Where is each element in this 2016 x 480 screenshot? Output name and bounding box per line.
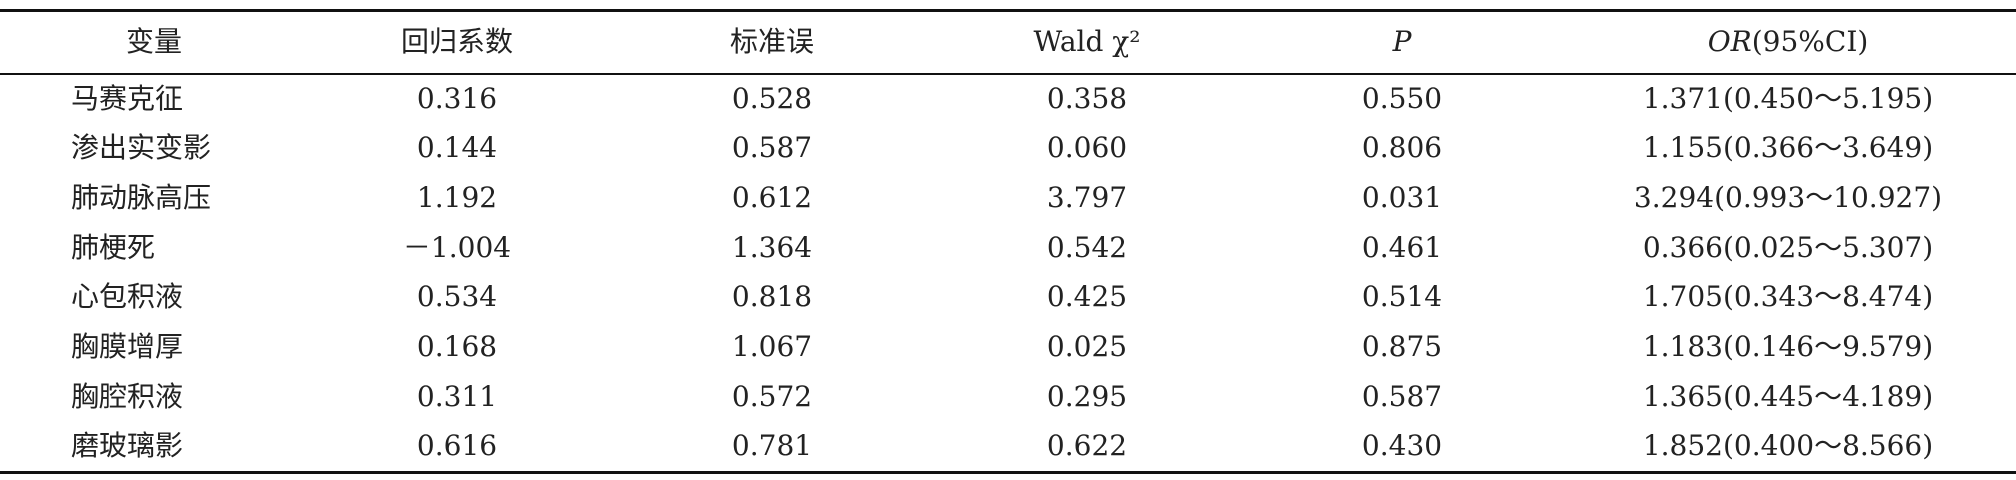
row-label: 肺梗死 xyxy=(71,230,156,264)
cell-value: 0.781 xyxy=(731,429,813,463)
top-rule xyxy=(0,9,2016,12)
cell-value: 0.060 xyxy=(1046,131,1128,165)
cell-value: 0.025 xyxy=(1046,329,1128,363)
cell-value: 0.461 xyxy=(1361,230,1443,264)
row-label: 心包积液 xyxy=(71,280,184,314)
cell-value: 1.155(0.366～3.649) xyxy=(1642,131,1934,165)
row-label: 马赛克征 xyxy=(71,81,184,115)
cell-value: 0.311 xyxy=(416,379,498,413)
cell-value: 0.806 xyxy=(1361,131,1443,165)
header-cell: 回归系数 xyxy=(400,25,514,58)
bottom-rule xyxy=(0,471,2016,474)
cell-value: 3.294(0.993～10.927) xyxy=(1633,181,1943,215)
cell-value: －1.004 xyxy=(402,230,512,264)
cell-value: 0.168 xyxy=(416,329,498,363)
cell-value: 0.295 xyxy=(1046,379,1128,413)
cell-value: 0.430 xyxy=(1361,429,1443,463)
cell-value: 0.534 xyxy=(416,280,498,314)
row-label: 胸膜增厚 xyxy=(71,329,184,363)
cell-value: 0.875 xyxy=(1361,329,1443,363)
cell-value: 0.425 xyxy=(1046,280,1128,314)
cell-value: 0.622 xyxy=(1046,429,1128,463)
header-cell: 变量 xyxy=(125,25,183,58)
cell-value: 0.572 xyxy=(731,379,813,413)
cell-value: 0.514 xyxy=(1361,280,1443,314)
cell-value: 0.366(0.025～5.307) xyxy=(1642,230,1934,264)
cell-value: 1.365(0.445～4.189) xyxy=(1642,379,1934,413)
cell-value: 1.371(0.450～5.195) xyxy=(1642,81,1934,115)
row-label: 肺动脉高压 xyxy=(71,181,212,215)
cell-value: 1.183(0.146～9.579) xyxy=(1642,329,1934,363)
row-label: 胸腔积液 xyxy=(71,379,184,413)
cell-value: 3.797 xyxy=(1046,181,1128,215)
header-cell: OR(95%CI) xyxy=(1708,28,1869,56)
cell-value: 0.616 xyxy=(416,429,498,463)
cell-value: 0.528 xyxy=(731,81,813,115)
row-label: 渗出实变影 xyxy=(71,131,212,165)
cell-value: 0.358 xyxy=(1046,81,1128,115)
cell-value: 1.364 xyxy=(731,230,813,264)
cell-value: 0.316 xyxy=(416,81,498,115)
cell-value: 1.192 xyxy=(416,181,498,215)
cell-value: 0.587 xyxy=(731,131,813,165)
header-cell: Wald χ² xyxy=(1033,25,1141,58)
cell-value: 1.852(0.400～8.566) xyxy=(1642,429,1934,463)
cell-value: 0.144 xyxy=(416,131,498,165)
cell-value: 0.587 xyxy=(1361,379,1443,413)
cell-value: 0.031 xyxy=(1361,181,1443,215)
header-cell: 标准误 xyxy=(729,25,815,58)
header-text: (95%CI) xyxy=(1751,25,1869,58)
cell-value: 0.542 xyxy=(1046,230,1128,264)
header-cell: P xyxy=(1392,25,1412,58)
header-rule xyxy=(0,73,2016,75)
cell-value: 0.612 xyxy=(731,181,813,215)
cell-value: 1.067 xyxy=(731,329,813,363)
row-label: 磨玻璃影 xyxy=(71,429,184,463)
cell-value: 0.550 xyxy=(1361,81,1443,115)
header-italic: OR xyxy=(1707,25,1752,58)
cell-value: 0.818 xyxy=(731,280,813,314)
cell-value: 1.705(0.343～8.474) xyxy=(1642,280,1934,314)
